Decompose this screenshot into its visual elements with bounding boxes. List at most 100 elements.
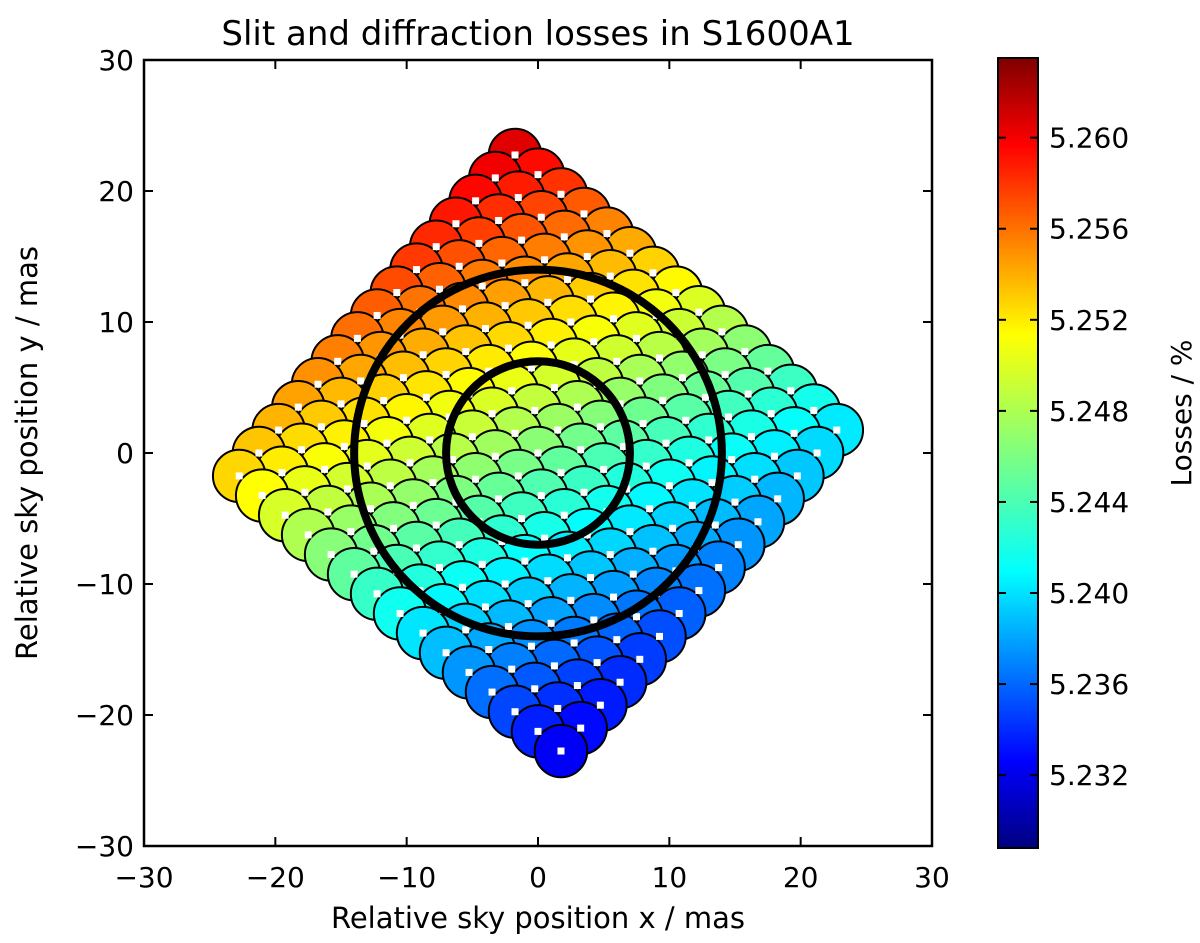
data-point-center: [360, 420, 368, 428]
data-point-center: [399, 374, 407, 382]
data-point-center: [465, 668, 473, 676]
reference-circle-inner: [442, 357, 634, 549]
chart-title: Slit and diffraction losses in S1600A1: [221, 14, 854, 54]
data-point-center: [436, 285, 443, 293]
colorbar-tick-label: 5.248: [1049, 395, 1129, 428]
data-point-center: [380, 397, 388, 405]
data-point-center: [718, 328, 726, 336]
colorbar-tick-label: 5.236: [1049, 668, 1129, 701]
data-point-center: [393, 289, 401, 297]
data-point-center: [298, 446, 306, 454]
data-point-center: [567, 318, 575, 326]
data-point-center: [646, 505, 654, 513]
data-point-center: [554, 426, 562, 434]
y-tick-label: 0: [116, 437, 134, 470]
data-point-center: [432, 521, 440, 529]
data-point-center: [449, 456, 457, 464]
data-point-center: [547, 619, 555, 627]
data-point-center: [541, 534, 549, 542]
data-point-center: [550, 662, 558, 670]
data-point-center: [731, 498, 739, 506]
data-point-center: [626, 249, 634, 257]
data-point-center: [580, 488, 588, 496]
data-point-center: [426, 436, 434, 444]
data-point-center: [550, 384, 558, 391]
data-point-center: [793, 472, 801, 480]
data-point-center: [501, 580, 509, 588]
colorbar-tick-label: 5.232: [1049, 759, 1129, 792]
data-point-center: [596, 701, 604, 709]
data-point-center: [698, 351, 706, 359]
data-point-center: [321, 465, 329, 473]
data-point-center: [281, 511, 289, 519]
data-point-center: [347, 528, 355, 536]
data-point-center: [616, 678, 624, 686]
data-point-center: [436, 564, 443, 572]
data-point-center: [521, 279, 529, 287]
data-point-center: [715, 564, 723, 572]
data-point-center: [514, 472, 522, 480]
data-point-center: [406, 459, 414, 467]
data-point-center: [728, 456, 736, 464]
data-point-center: [278, 469, 286, 477]
data-point-center: [741, 347, 749, 355]
data-point-center: [613, 357, 621, 365]
data-point-center: [695, 587, 703, 595]
data-point-center: [557, 747, 565, 755]
data-point-center: [534, 449, 542, 457]
data-point-center: [340, 442, 348, 450]
data-point-center: [439, 328, 447, 336]
data-point-center: [590, 338, 598, 346]
data-point-center: [419, 629, 427, 637]
data-point-center: [396, 609, 404, 617]
data-point-center: [524, 600, 532, 608]
data-point-center: [531, 685, 539, 693]
data-point-center: [619, 442, 627, 450]
x-tick-label: 10: [652, 861, 688, 894]
data-point-center: [508, 387, 516, 395]
data-point-center: [774, 495, 782, 503]
data-point-center: [633, 334, 640, 342]
data-point-center: [590, 616, 598, 624]
data-point-center: [724, 413, 732, 421]
x-tick-label: −20: [246, 861, 305, 894]
data-point-center: [403, 416, 411, 424]
colorbar-tick-label: 5.244: [1049, 486, 1129, 519]
y-tick-label: −30: [75, 830, 134, 863]
data-point-center: [573, 403, 581, 411]
data-point-center: [665, 482, 673, 490]
data-point-center: [560, 233, 568, 241]
data-points: [211, 127, 865, 779]
x-tick-label: 30: [914, 861, 950, 894]
y-axis-label: Relative sky position y / mas: [10, 246, 44, 660]
data-point-center: [721, 370, 729, 378]
data-point-center: [557, 190, 565, 198]
colorbar-label: Losses / %: [1165, 339, 1198, 486]
data-point-center: [708, 478, 716, 486]
data-point-center: [455, 541, 463, 549]
data-point-center: [442, 370, 450, 378]
data-point-center: [452, 220, 460, 228]
plot-area: [211, 127, 865, 779]
x-tick-label: −10: [377, 861, 436, 894]
data-point-center: [688, 501, 696, 509]
colorbar-tick-label: 5.256: [1049, 213, 1129, 246]
data-point-center: [481, 603, 489, 611]
data-point-center: [636, 377, 644, 385]
y-tick-label: 30: [98, 44, 134, 77]
data-point-center: [491, 452, 499, 460]
data-point-center: [468, 433, 476, 441]
data-point-center: [511, 708, 519, 716]
data-point-center: [557, 469, 565, 477]
data-point-center: [596, 423, 604, 431]
data-point-center: [633, 613, 640, 621]
y-tick-label: 10: [98, 306, 134, 339]
data-point-center: [324, 508, 332, 516]
data-point-center: [294, 403, 302, 411]
data-point-center: [685, 459, 693, 467]
data-point-center: [488, 410, 496, 418]
data-point-center: [642, 462, 650, 470]
data-point-center: [518, 515, 526, 522]
data-point-center: [547, 341, 555, 349]
